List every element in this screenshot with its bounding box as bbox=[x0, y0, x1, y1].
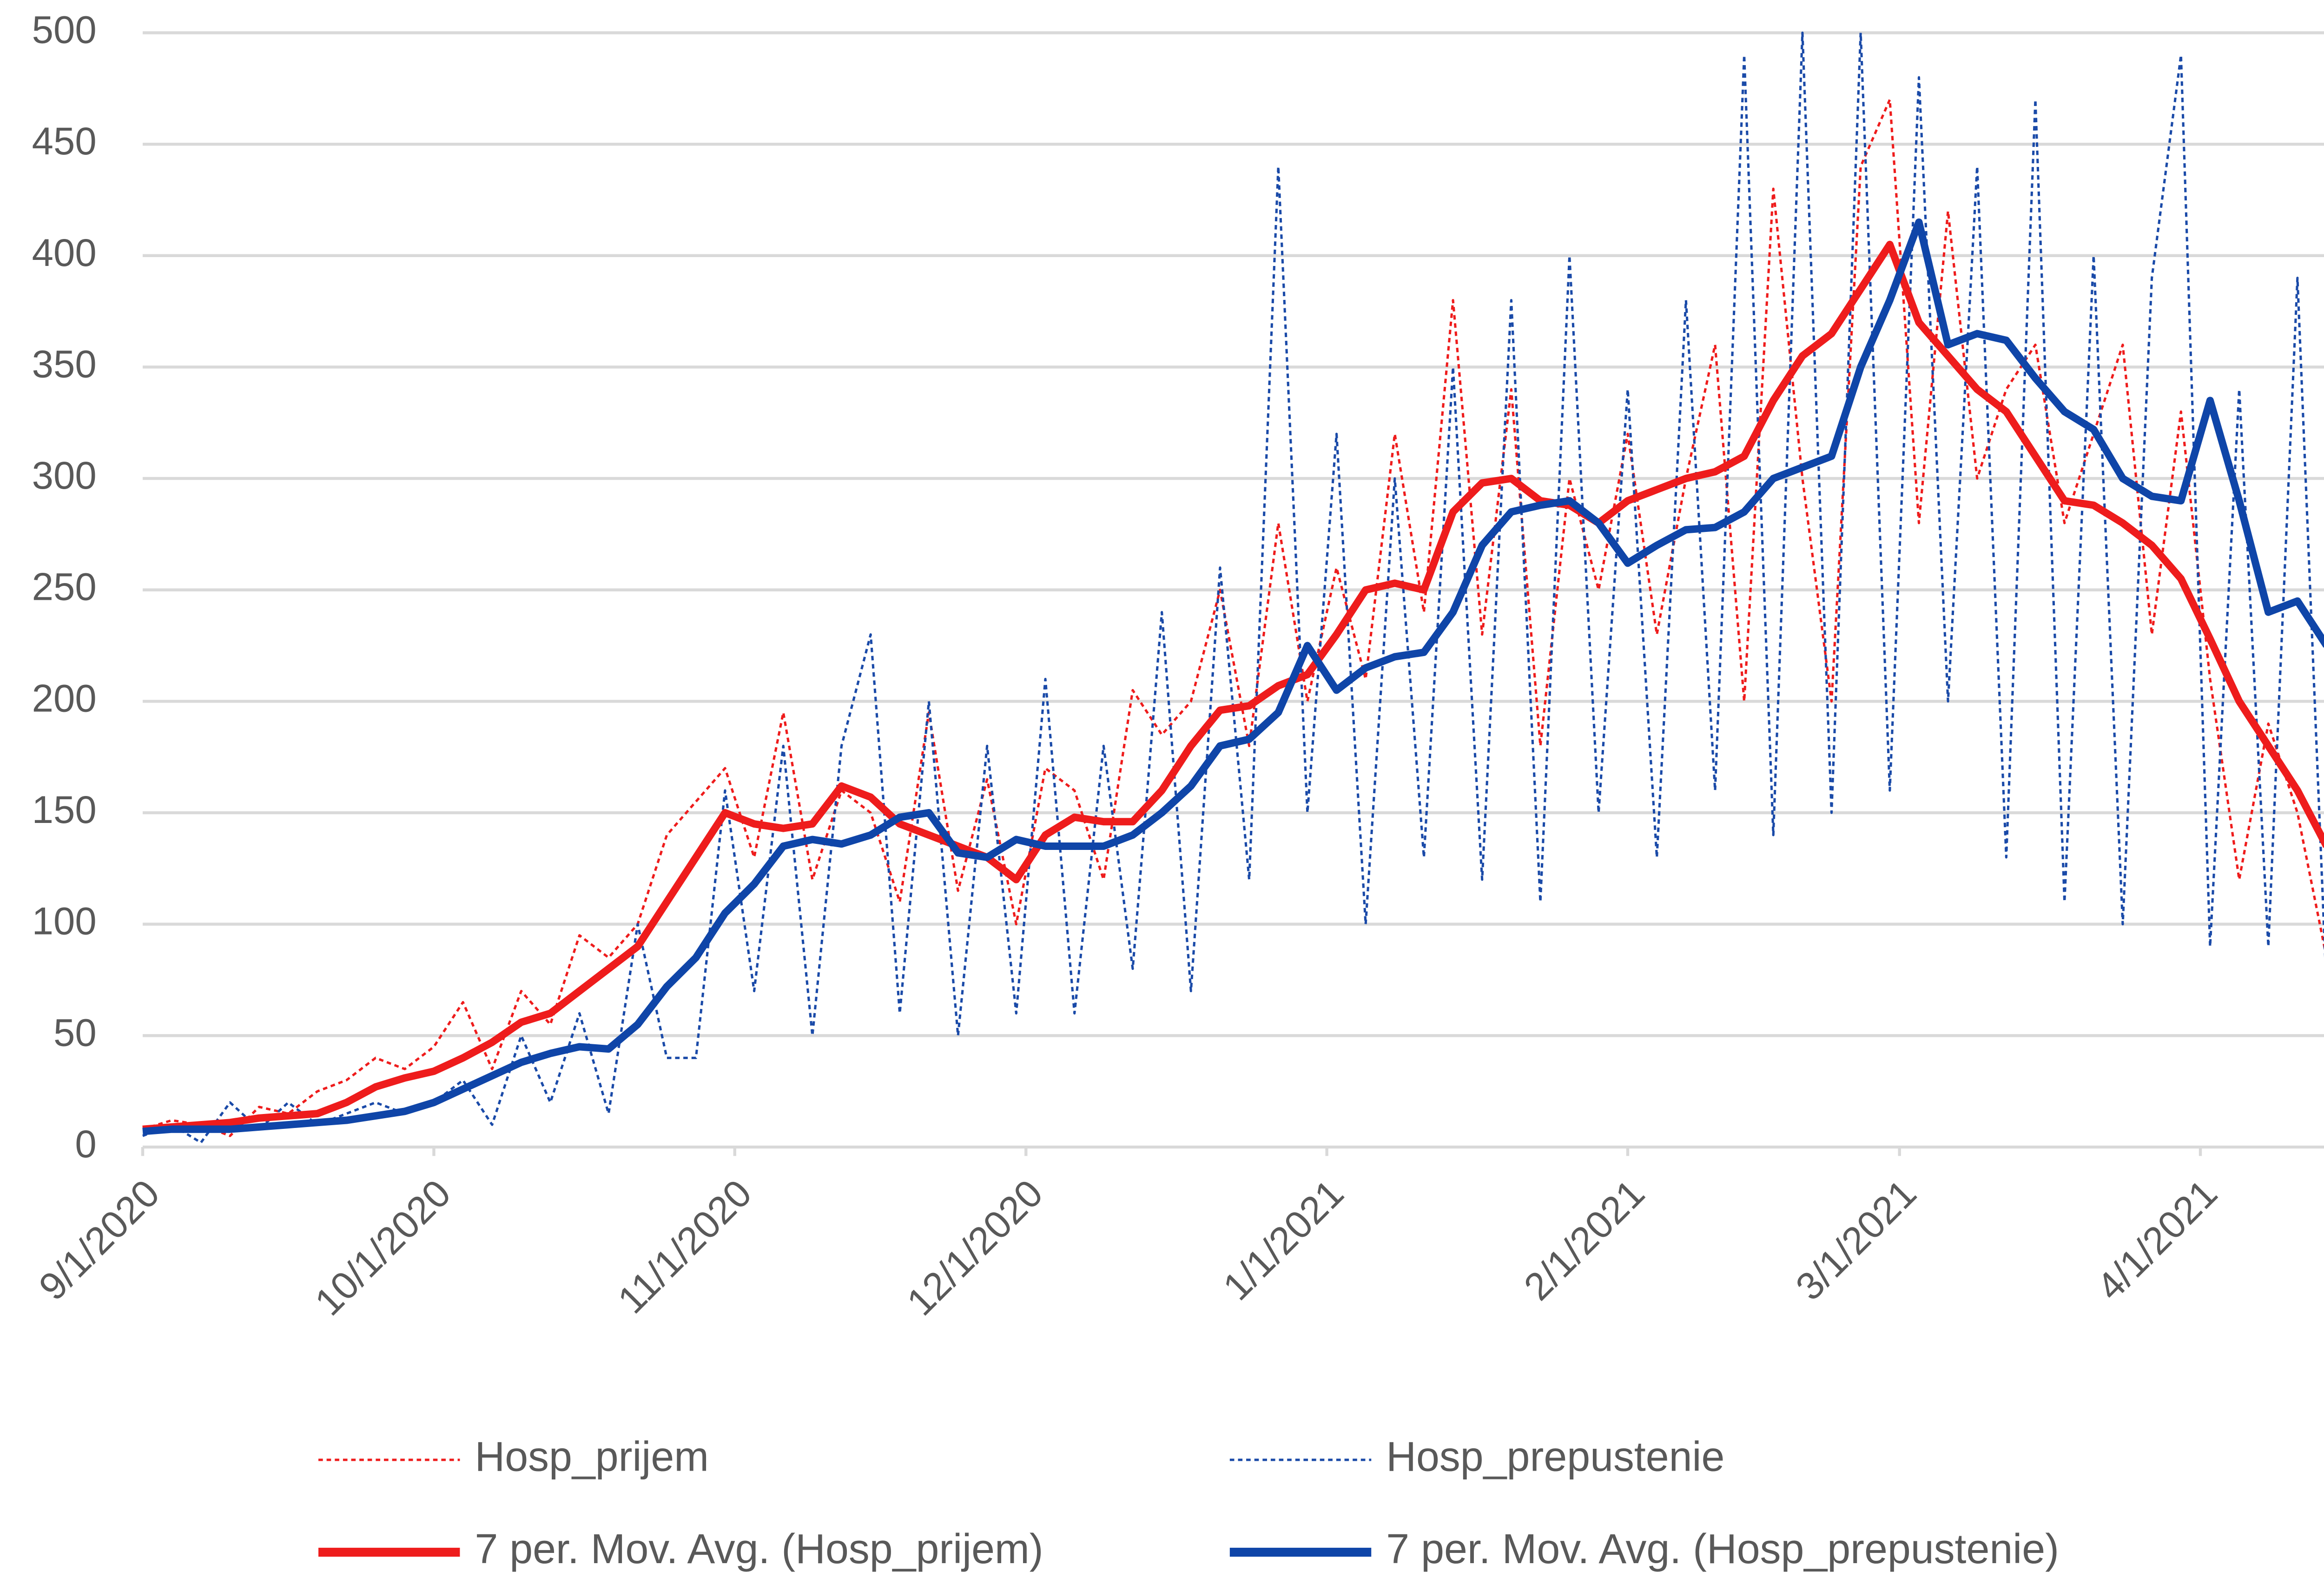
legend-label: Hosp_prepustenie bbox=[1386, 1434, 1724, 1480]
y-tick-label: 200 bbox=[32, 676, 97, 720]
x-tick-label: 4/1/2021 bbox=[2088, 1171, 2225, 1308]
daily-line bbox=[142, 31, 2324, 1144]
x-tick-label: 12/1/2020 bbox=[898, 1171, 1051, 1324]
y-tick-label: 500 bbox=[32, 8, 97, 51]
y-tick-label: 300 bbox=[32, 454, 97, 497]
x-tick-label: 11/1/2020 bbox=[609, 1171, 759, 1321]
legend-label: Hosp_prijem bbox=[475, 1434, 709, 1480]
moving-average-line bbox=[142, 218, 2324, 1135]
y-tick-label: 100 bbox=[32, 900, 97, 943]
x-tick-label: 1/1/2021 bbox=[1215, 1171, 1352, 1308]
x-tick-label: 10/1/2020 bbox=[307, 1171, 459, 1324]
x-tick-label: 9/1/2020 bbox=[31, 1171, 168, 1308]
x-tick-label: 3/1/2021 bbox=[1788, 1171, 1925, 1308]
y-tick-label: 0 bbox=[75, 1122, 96, 1166]
legend-label: 7 per. Mov. Avg. (Hosp_prepustenie) bbox=[1386, 1526, 2059, 1572]
y-tick-label: 50 bbox=[53, 1011, 97, 1054]
y-tick-label: 450 bbox=[32, 119, 97, 163]
y-tick-label: 400 bbox=[32, 231, 97, 274]
y-tick-label: 350 bbox=[32, 342, 97, 385]
x-tick-label: 2/1/2021 bbox=[1516, 1171, 1653, 1308]
legend-label: 7 per. Mov. Avg. (Hosp_prijem) bbox=[475, 1526, 1043, 1572]
y-tick-label: 250 bbox=[32, 565, 97, 609]
moving-average-line bbox=[142, 240, 2324, 1133]
y-tick-label: 150 bbox=[32, 788, 97, 831]
